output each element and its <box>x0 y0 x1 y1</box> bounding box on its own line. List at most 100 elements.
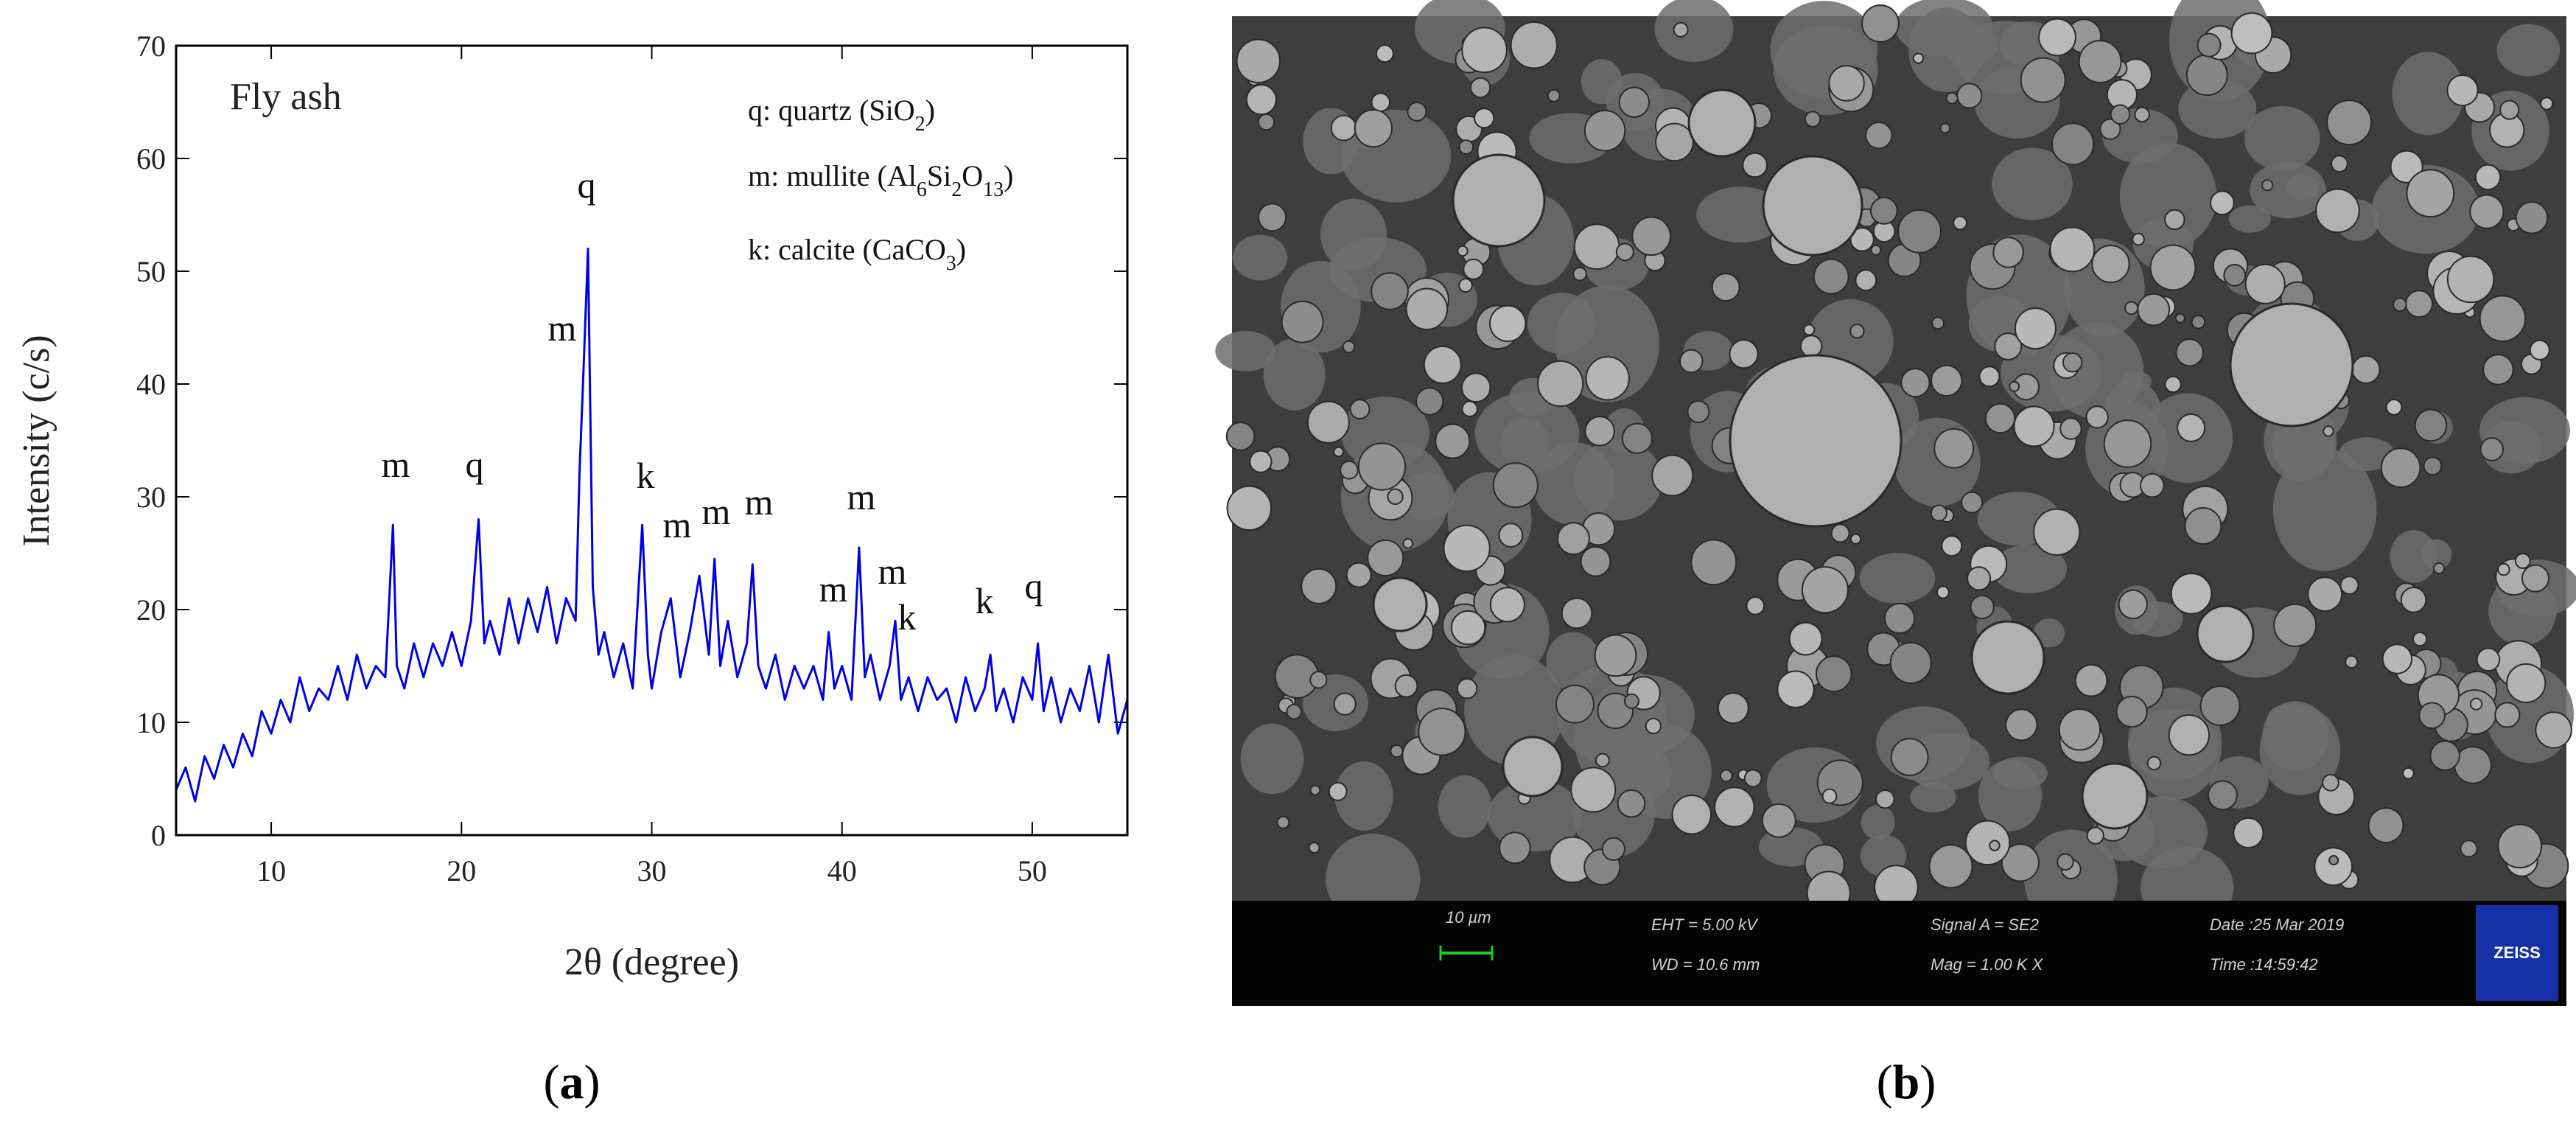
peak-label: k <box>637 455 655 496</box>
sphere <box>2207 780 2238 811</box>
sphere <box>1249 450 1273 473</box>
sphere <box>2078 40 2122 83</box>
sphere <box>1423 345 1462 384</box>
agglomerate <box>2259 705 2341 795</box>
sphere <box>1623 693 1640 709</box>
sphere <box>1470 77 1491 99</box>
sphere <box>2057 853 2074 871</box>
sphere <box>2033 508 2081 556</box>
sphere <box>2393 297 2407 313</box>
mag: Mag = 1.00 K X <box>1931 955 2044 974</box>
particles <box>1215 0 2576 929</box>
sphere <box>2223 263 2247 287</box>
agglomerate <box>1992 544 2067 593</box>
sphere <box>1488 304 1527 343</box>
sphere <box>2315 188 2360 234</box>
info-bar <box>1232 901 2566 1006</box>
peak-label: q <box>466 444 484 485</box>
agglomerate <box>2121 371 2152 392</box>
sphere <box>2273 603 2317 647</box>
sphere <box>1492 462 1539 509</box>
sphere <box>1687 400 1710 424</box>
peak-label: m <box>878 551 907 592</box>
sphere <box>2197 32 2222 57</box>
sphere <box>1415 387 1444 416</box>
sphere <box>1276 815 1290 829</box>
legend-entry-part: 3 <box>946 252 956 275</box>
sphere <box>2118 589 2148 620</box>
sphere <box>1561 597 1593 629</box>
legend-entry-part: 2 <box>915 113 925 136</box>
legend-entry-part: O <box>962 159 983 192</box>
agglomerate <box>2228 205 2271 233</box>
y-tick-label: 40 <box>136 368 166 401</box>
sphere <box>1390 744 1404 758</box>
y-tick-label: 30 <box>136 481 166 514</box>
sphere <box>1461 27 1508 74</box>
agglomerate <box>1527 293 1596 355</box>
sphere <box>1992 237 2024 268</box>
sphere <box>2091 244 2130 284</box>
sphere <box>1333 692 1357 716</box>
sphere <box>1537 360 1584 408</box>
sphere <box>1547 88 1561 102</box>
sphere <box>1821 788 1838 804</box>
peak-label: q <box>1025 565 1043 607</box>
sphere <box>1457 245 1469 257</box>
sphere <box>2233 817 2264 849</box>
sphere <box>2124 301 2139 315</box>
agglomerate <box>1438 775 1492 838</box>
sphere <box>2400 587 2427 613</box>
sphere <box>2115 695 2148 728</box>
sphere <box>2380 447 2421 488</box>
sphere <box>1618 86 1650 118</box>
sphere <box>2446 74 2479 107</box>
large-sphere <box>1970 620 2045 695</box>
peak-label: k <box>976 580 994 621</box>
panel-label-part: ( <box>544 1055 560 1109</box>
sphere <box>2405 290 2434 318</box>
agglomerate <box>1978 759 2043 831</box>
sphere <box>1617 789 1646 818</box>
y-tick-label: 70 <box>136 29 166 63</box>
sphere <box>2164 375 2182 394</box>
sphere <box>1645 717 1662 735</box>
sphere <box>2307 576 2343 613</box>
sphere <box>1931 364 1963 397</box>
sphere <box>2014 307 2057 350</box>
sphere <box>2059 417 2082 440</box>
plot-frame <box>175 44 1129 837</box>
x-tick-label: 30 <box>637 854 667 887</box>
sphere <box>1830 523 1850 543</box>
sphere <box>1828 65 1865 102</box>
sphere <box>1799 335 1823 357</box>
time: Time :14:59:42 <box>2210 955 2318 974</box>
peak-label: m <box>847 476 876 517</box>
sphere <box>1970 595 1995 620</box>
y-tick-label: 10 <box>136 706 166 739</box>
sphere <box>1651 454 1694 497</box>
sphere <box>1815 655 1852 693</box>
sphere <box>1405 287 1449 331</box>
sphere <box>1573 223 1620 271</box>
sphere <box>1788 621 1823 656</box>
logo-box <box>2476 905 2558 1001</box>
sphere <box>1435 423 1471 459</box>
sphere <box>2005 708 2038 742</box>
agglomerate <box>1334 761 1393 831</box>
sphere <box>1357 442 1407 491</box>
y-axis-label: Intensity (c/s) <box>15 335 57 546</box>
sphere <box>1340 460 1359 480</box>
sphere <box>2062 352 2083 373</box>
xrd-line <box>175 247 1129 803</box>
sphere <box>2244 263 2286 304</box>
sphere <box>1964 820 2011 866</box>
sphere <box>2184 506 2222 545</box>
sphere <box>2514 553 2531 569</box>
legend-entry-part: ) <box>956 233 966 266</box>
sphere <box>2230 12 2273 55</box>
sphere <box>1510 21 1558 69</box>
agglomerate <box>2285 174 2320 200</box>
panel-label: (a) <box>544 1055 601 1109</box>
sphere <box>1746 596 1765 615</box>
